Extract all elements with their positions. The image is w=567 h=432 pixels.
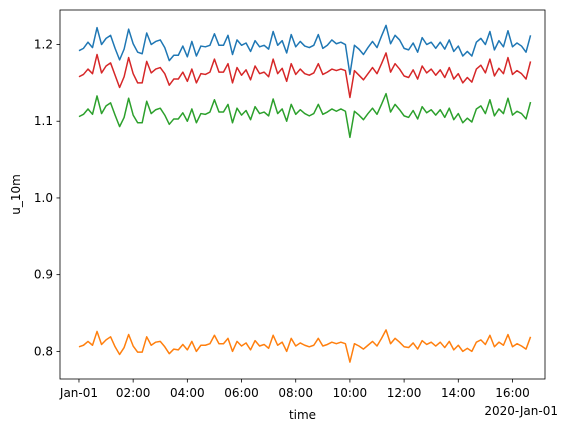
- x-axis: Jan-01 02:00 04:00 06:00 08:00 10:00 12:00 14:0…: [59, 379, 530, 400]
- y-axis: 0.8 0.9 1.0 1.1 1.2: [34, 38, 60, 358]
- y-axis-label: u_10m: [9, 174, 23, 215]
- x-tick-label: Jan-01: [59, 386, 98, 400]
- x-tick-label: 08:00: [278, 386, 313, 400]
- series-line-1: [78, 24, 532, 76]
- x-tick-label: 12:00: [387, 386, 422, 400]
- series-line-2: [78, 329, 532, 363]
- y-tick-label: 1.1: [34, 114, 53, 128]
- plot-area: [78, 24, 532, 363]
- x-axis-label: time: [289, 408, 316, 422]
- y-tick-label: 0.9: [34, 268, 53, 282]
- x-tick-label: 10:00: [333, 386, 368, 400]
- x-tick-label: 14:00: [441, 386, 476, 400]
- x-tick-label: 16:00: [495, 386, 530, 400]
- y-tick-label: 1.2: [34, 38, 53, 52]
- y-tick-label: 0.8: [34, 344, 53, 358]
- y-tick-label: 1.0: [34, 191, 53, 205]
- x-tick-label: 04:00: [170, 386, 205, 400]
- series-line-3: [78, 92, 532, 139]
- x-tick-label: 02:00: [116, 386, 151, 400]
- x-tick-label: 06:00: [224, 386, 259, 400]
- x-axis-offset-label: 2020-Jan-01: [484, 404, 558, 418]
- plot-frame: [59, 9, 546, 380]
- series-line-4: [78, 52, 532, 99]
